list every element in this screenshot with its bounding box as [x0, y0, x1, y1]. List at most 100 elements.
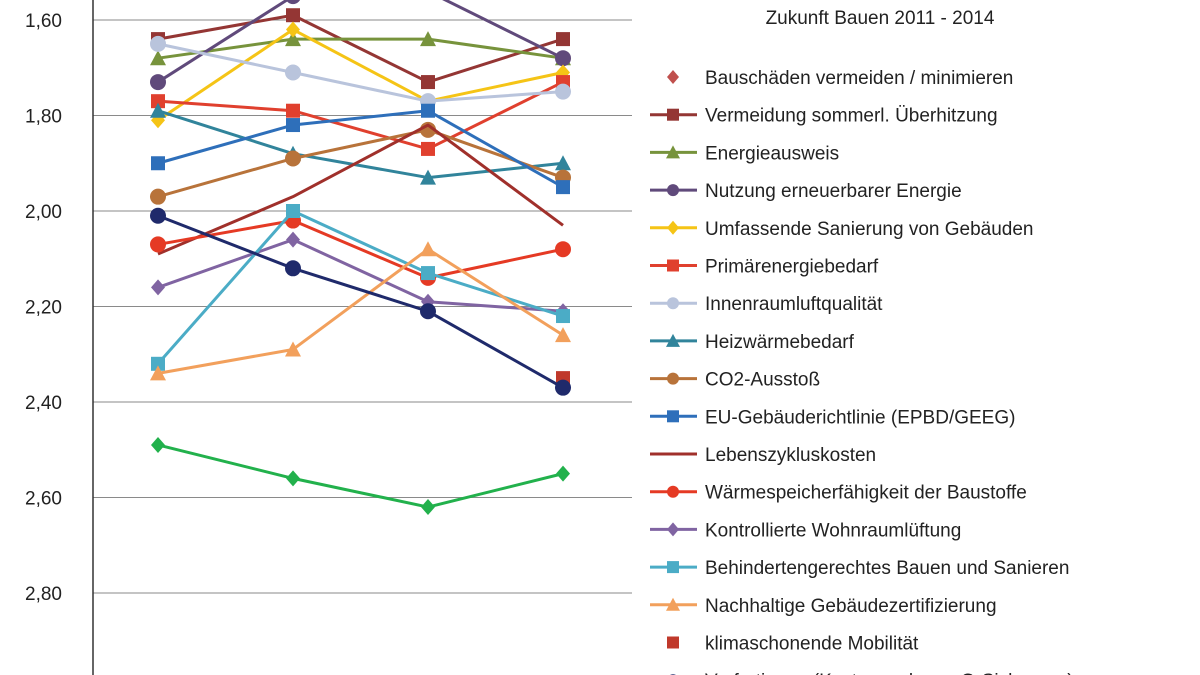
series-line [157, 28, 564, 122]
legend-label: Primärenergiebedarf [705, 257, 879, 278]
legend-item: Bauschäden vermeiden / minimieren [667, 68, 1013, 89]
series-line [157, 128, 564, 199]
series-line [157, 123, 564, 256]
legend-item: klimaschonende Mobilität [667, 634, 919, 655]
data-point [150, 102, 166, 118]
series-line [157, 219, 564, 280]
legend-label: CO2-Ausstoß [705, 370, 820, 391]
series-line [157, 37, 564, 60]
data-point [555, 50, 571, 67]
legend-label: klimaschonende Mobilität [705, 634, 919, 655]
data-point [286, 231, 300, 248]
legend-swatch-marker [667, 636, 679, 649]
data-point [151, 279, 165, 296]
legend-label: Behindertengerechtes Bauen und Sanieren [705, 558, 1069, 579]
legend-label: Nachhaltige Gebäudezertifizierung [705, 596, 997, 617]
data-point [556, 309, 570, 324]
data-point [556, 465, 570, 482]
data-point [286, 470, 300, 487]
y-tick-label: 2,20 [25, 298, 62, 319]
data-point [285, 341, 301, 357]
data-point [555, 155, 571, 171]
y-tick-label: 2,40 [25, 393, 62, 414]
series-line [157, 80, 564, 151]
y-tick-label: 2,00 [25, 202, 62, 223]
legend-item: Primärenergiebedarf [650, 257, 879, 278]
data-point [555, 327, 571, 343]
data-point [421, 141, 435, 156]
data-point [421, 499, 435, 516]
legend-swatch-marker [667, 372, 679, 385]
data-point [150, 50, 166, 66]
series-line [157, 238, 564, 313]
data-point [285, 64, 301, 81]
series-line [157, 13, 564, 84]
series-lebenszykluskosten [157, 123, 564, 256]
legend-label: Heizwärmebedarf [705, 332, 855, 353]
series-innenraumluftqualitaet [150, 35, 571, 110]
legend-swatch-marker [667, 522, 679, 537]
legend-swatch-marker [667, 259, 679, 272]
data-point [556, 32, 570, 47]
data-point [150, 207, 166, 224]
series-line [157, 109, 564, 189]
legend-swatch-marker [667, 410, 679, 423]
series-co2-ausstoss [150, 121, 571, 205]
legend: Bauschäden vermeiden / minimieren Vermeid… [650, 68, 1074, 675]
legend-label: EU-Gebäuderichtlinie (EPBD/GEEG) [705, 407, 1015, 428]
legend-item: Vermeidung sommerl. Überhitzung [650, 106, 998, 127]
y-tick-label: 2,80 [25, 584, 62, 605]
legend-swatch-marker [666, 145, 680, 159]
legend-label: Energieausweis [705, 143, 839, 164]
series-nachhaltige-gebaeudezertifizierung [150, 241, 571, 381]
series-umfassende-sanierung-von-gebaeuden [151, 21, 570, 129]
legend-item: Innenraumluftqualität [650, 294, 883, 315]
legend-label: Vorfertigung (Kostensenkung, Q-Sicherung… [705, 671, 1074, 675]
data-point [286, 8, 300, 23]
legend-label: Innenraumluftqualität [705, 294, 883, 315]
y-tick-label: 1,80 [25, 107, 62, 128]
data-point [421, 103, 435, 118]
series-line [157, 0, 564, 84]
series-vorfertigung-kostensenkung-q-sicherung [150, 207, 571, 396]
data-point [285, 150, 301, 167]
y-tick-labels: 1,60 1,80 2,00 2,20 2,40 2,60 2,80 [25, 11, 62, 605]
series-line [157, 247, 564, 375]
legend-swatch-marker [667, 108, 679, 121]
data-point [421, 266, 435, 281]
legend-label: Bauschäden vermeiden / minimieren [705, 68, 1013, 89]
gridlines [93, 19, 632, 594]
data-point [286, 21, 300, 38]
data-point [555, 379, 571, 396]
legend-swatch-marker [667, 220, 679, 235]
data-point [286, 118, 300, 133]
legend-item: Kontrollierte Wohnraumlüftung [650, 520, 961, 541]
legend-swatch-marker [666, 597, 680, 611]
series-behindertengerechtes-bauen-und-sanieren [151, 204, 570, 371]
data-point [150, 365, 166, 381]
data-point [420, 169, 436, 185]
data-point [151, 436, 165, 453]
legend-item: Heizwärmebedarf [650, 332, 855, 353]
series-waermespeicherfaehigkeit-der-baustoffe [150, 212, 571, 286]
legend-label: Lebenszykluskosten [705, 445, 876, 466]
data-point [286, 0, 300, 5]
legend-item: Lebenszykluskosten [650, 445, 876, 466]
legend-label: Wärmespeicherfähigkeit der Baustoffe [705, 483, 1027, 504]
legend-swatch-marker [666, 333, 680, 347]
legend-item: Energieausweis [650, 143, 839, 164]
legend-label: Umfassende Sanierung von Gebäuden [705, 219, 1034, 240]
series-nutzung-erneuerbarer-energie [150, 0, 571, 91]
series-line [156, 209, 564, 365]
data-point [556, 180, 570, 195]
data-point [421, 75, 435, 90]
series-primaerenergiebedarf [151, 75, 570, 156]
series-group [150, 0, 571, 516]
legend-item: Behindertengerechtes Bauen und Sanieren [650, 558, 1069, 579]
data-point [420, 31, 436, 47]
data-point [151, 156, 165, 171]
legend-swatch-marker [667, 297, 679, 310]
series-line [157, 42, 564, 103]
legend-item: Umfassende Sanierung von Gebäuden [650, 219, 1034, 240]
